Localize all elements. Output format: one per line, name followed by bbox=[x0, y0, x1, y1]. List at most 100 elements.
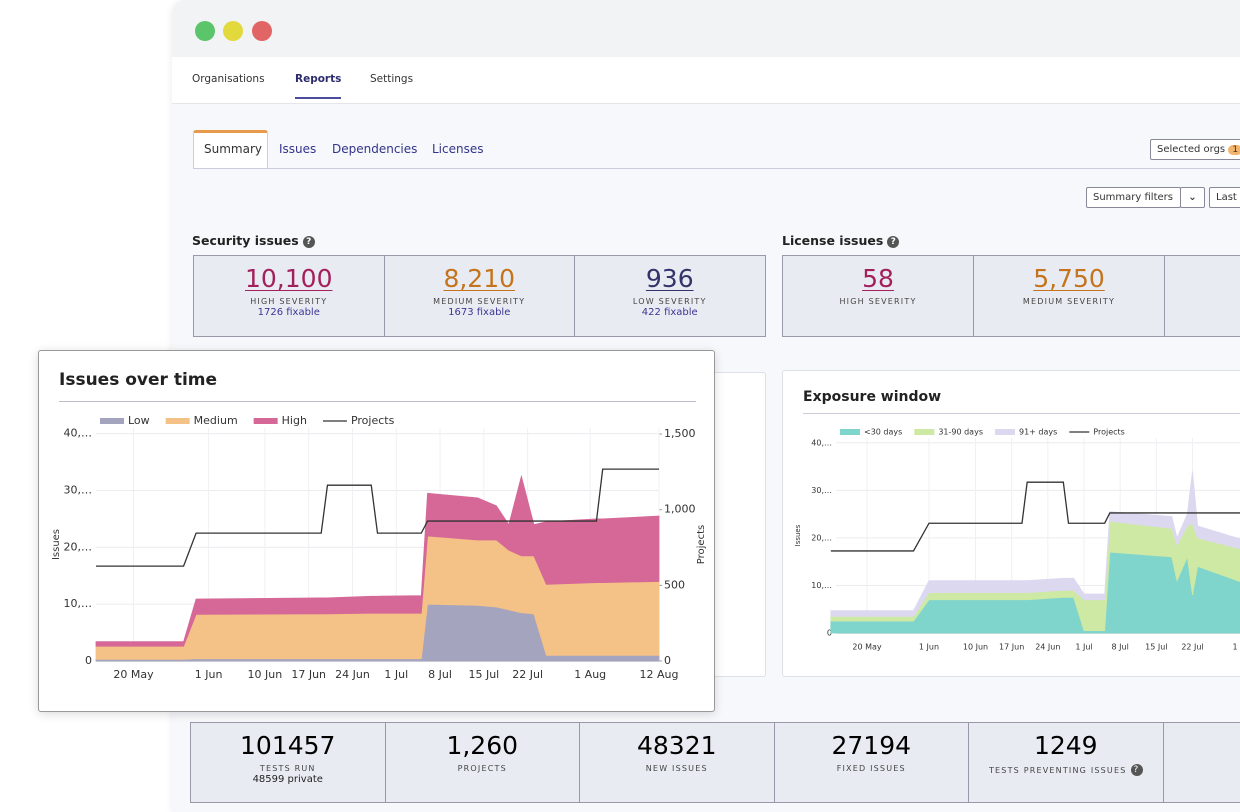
y-tick-label: 40,… bbox=[64, 427, 93, 440]
window-button[interactable] bbox=[223, 21, 243, 41]
y-axis-label: Issues bbox=[794, 524, 802, 546]
stat-label: FIXED ISSUES bbox=[836, 764, 906, 773]
projects-line bbox=[830, 481, 1240, 552]
stat-value: 101457 bbox=[240, 731, 336, 760]
x-tick-label: 8 Jul bbox=[428, 668, 452, 681]
stat-sub: 422 fixable bbox=[641, 307, 698, 318]
y-tick-label: 40,… bbox=[811, 438, 832, 447]
tab[interactable]: Summary bbox=[204, 142, 262, 156]
badge: 1 bbox=[1228, 145, 1240, 155]
stat-label: MEDIUM SEVERITY bbox=[1022, 297, 1116, 306]
help-icon[interactable]: ? bbox=[1130, 764, 1143, 776]
y-axis-label: Issues bbox=[51, 529, 62, 560]
button-label: Selected orgs bbox=[1157, 144, 1226, 155]
stat-label: PROJECTS bbox=[457, 764, 507, 773]
stat-card: 936 LOW SEVERITY 422 fixable bbox=[575, 256, 766, 336]
stat-value[interactable]: 10,100 bbox=[245, 264, 333, 293]
stat-value[interactable]: 5,750 bbox=[1033, 264, 1105, 293]
y-tick-label: 20,… bbox=[811, 533, 832, 542]
selected-orgs-button[interactable]: Selected orgs 1 bbox=[1150, 139, 1240, 160]
legend-label: Low bbox=[128, 414, 150, 427]
active-tab bbox=[193, 130, 268, 169]
summary-filters-button[interactable]: Summary filters bbox=[1086, 187, 1181, 208]
stat-card: 1249 TESTS PREVENTING ISSUES? bbox=[969, 723, 1164, 802]
divider bbox=[59, 401, 696, 402]
stat-sub: 1726 fixable bbox=[257, 307, 320, 318]
tab[interactable]: Licenses bbox=[432, 142, 484, 156]
stat-card: LOW bbox=[1165, 256, 1240, 336]
section-title-text: Security issues bbox=[192, 233, 299, 248]
legend-label: <30 days bbox=[864, 428, 902, 437]
chart-title: Issues over time bbox=[59, 370, 218, 390]
x-tick-label: 20 May bbox=[852, 643, 882, 652]
stat-label: TESTS PREVENTING ISSUES? bbox=[969, 764, 1163, 776]
window-button[interactable] bbox=[252, 21, 272, 41]
tab-line bbox=[193, 168, 1240, 169]
x-tick-label: 20 May bbox=[113, 668, 154, 681]
stat-value[interactable]: 8,210 bbox=[443, 264, 516, 293]
x-tick-label: 10 Jun bbox=[248, 668, 283, 681]
stat-value[interactable]: 936 bbox=[645, 264, 694, 293]
y2-tick-label: 500 bbox=[664, 578, 685, 591]
x-tick-label: 1 Jun bbox=[195, 668, 223, 681]
y2-tick-label: 1,500 bbox=[664, 427, 696, 440]
tab[interactable]: Issues bbox=[279, 142, 317, 156]
legend-swatch bbox=[100, 418, 124, 424]
chart-card bbox=[705, 372, 766, 677]
x-tick-label: 17 Jun bbox=[291, 668, 326, 681]
y-tick-label: 30,… bbox=[811, 486, 832, 495]
y-tick-label: 0 bbox=[827, 629, 832, 638]
tab[interactable]: Dependencies bbox=[332, 142, 418, 156]
x-tick-label: 10 Jun bbox=[963, 643, 988, 652]
x-tick-label: 24 Jun bbox=[335, 668, 370, 681]
legend-swatch bbox=[994, 429, 1015, 435]
x-tick-label: 12 Aug bbox=[640, 668, 679, 681]
stat-label: HIGH SEVERITY bbox=[250, 297, 328, 306]
x-tick-label: 17 Jun bbox=[999, 643, 1024, 652]
activity-stats: 101457 TESTS RUN 48599 private 1,260 PROJECT… bbox=[190, 722, 1240, 803]
stat-value: 48321 bbox=[636, 731, 717, 760]
area bbox=[95, 474, 660, 647]
help-icon[interactable]: ? bbox=[302, 236, 315, 248]
section-title-text: License issues bbox=[782, 233, 884, 248]
chart-card: Exposure window 0 10,… 20,… 30,… 40,… 20 May 1… bbox=[782, 370, 1240, 677]
section-title: License issues? bbox=[782, 233, 900, 248]
legend-swatch bbox=[253, 418, 278, 424]
legend-swatch bbox=[914, 429, 935, 435]
stat-card: 1,260 PROJECTS bbox=[386, 723, 580, 802]
x-tick-label: 15 Jul bbox=[468, 668, 499, 681]
stat-value[interactable]: 58 bbox=[862, 264, 894, 293]
y-tick-label: 0 bbox=[85, 654, 92, 667]
help-icon[interactable]: ? bbox=[887, 236, 900, 248]
y2-tick-label: 1,000 bbox=[664, 503, 696, 516]
dropdown-button[interactable]: ⌄ bbox=[1180, 187, 1205, 208]
stat-card: 27194 FIXED ISSUES bbox=[775, 723, 969, 802]
legend-swatch bbox=[165, 418, 190, 424]
button-label: Last bbox=[1216, 192, 1237, 203]
stat-label: LOW SEVERITY bbox=[632, 297, 707, 306]
window-button[interactable] bbox=[195, 21, 215, 41]
nav-link[interactable]: Organisations bbox=[192, 73, 265, 85]
legend-label: High bbox=[282, 414, 307, 427]
stat-sub: 48599 private bbox=[252, 774, 323, 785]
security-stats: 10,100 HIGH SEVERITY 1726 fixable 8,210 MEDI… bbox=[193, 255, 766, 337]
chart-card: Issues over time 0 10,… 20,… 30,… 40,… 0 500 1,… bbox=[38, 350, 715, 712]
stat-card: 8,210 MEDIUM SEVERITY 1673 fixable bbox=[385, 256, 575, 336]
nav-link[interactable]: Settings bbox=[370, 73, 414, 85]
stat-card: IGNO8 bbox=[1164, 723, 1240, 802]
stat-sub: 8 bbox=[1164, 774, 1240, 785]
stat-label: NEW ISSUES bbox=[645, 764, 708, 773]
y-tick-label: 10,… bbox=[64, 597, 93, 610]
nav-link[interactable]: Reports bbox=[295, 73, 342, 99]
x-tick-label: 22 Jul bbox=[512, 668, 543, 681]
stat-card: 48321 NEW ISSUES bbox=[580, 723, 775, 802]
stat-card: 10,100 HIGH SEVERITY 1726 fixable bbox=[194, 256, 385, 336]
button-label: Summary filters bbox=[1093, 192, 1173, 203]
y2-axis-label: Projects bbox=[696, 525, 707, 564]
legend-label: Projects bbox=[351, 414, 395, 427]
date-range-button[interactable]: Last bbox=[1209, 187, 1240, 208]
stat-value: 27194 bbox=[831, 731, 912, 760]
x-tick-label: 22 Jul bbox=[1181, 643, 1203, 652]
x-tick-label: 1 Aug bbox=[574, 668, 606, 681]
